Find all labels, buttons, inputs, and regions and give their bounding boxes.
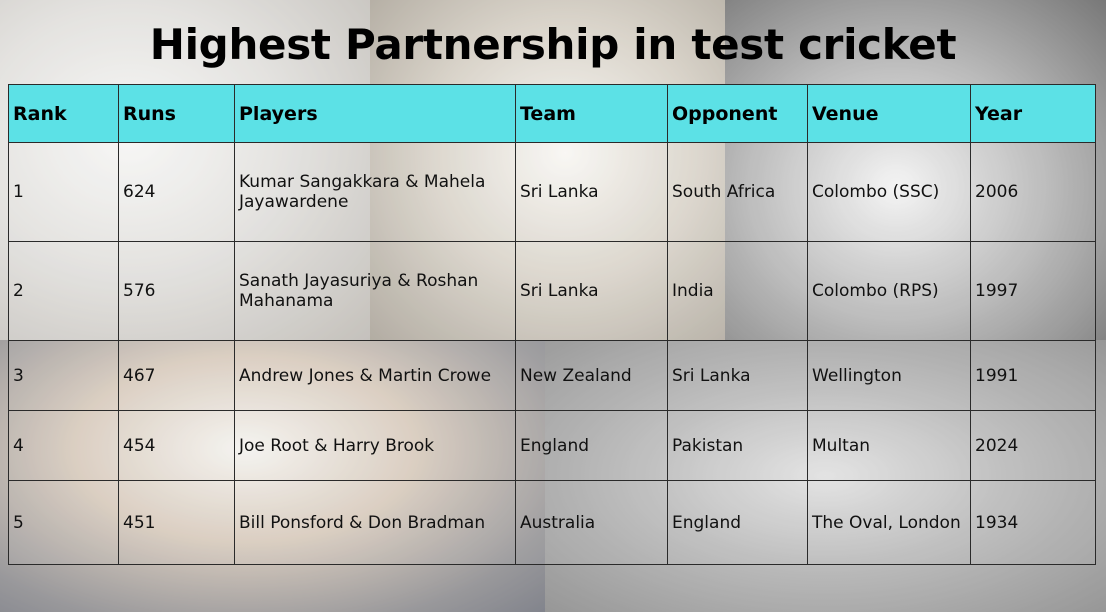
table-row: 2 576 Sanath Jayasuriya & Roshan Mahanam… <box>8 241 1096 341</box>
cell-rank: 3 <box>8 340 119 411</box>
cell-team: Sri Lanka <box>515 241 668 341</box>
cell-runs: 467 <box>118 340 235 411</box>
cell-runs: 576 <box>118 241 235 341</box>
cell-players: Bill Ponsford & Don Bradman <box>234 480 516 565</box>
cell-venue: Colombo (RPS) <box>807 241 971 341</box>
cell-runs: 451 <box>118 480 235 565</box>
page-title: Highest Partnership in test cricket <box>149 20 957 69</box>
cell-year: 1934 <box>970 480 1096 565</box>
column-header-team: Team <box>515 84 668 143</box>
column-header-year: Year <box>970 84 1096 143</box>
cell-rank: 1 <box>8 142 119 242</box>
cell-year: 1991 <box>970 340 1096 411</box>
cell-venue: Wellington <box>807 340 971 411</box>
cell-runs: 624 <box>118 142 235 242</box>
cell-year: 2006 <box>970 142 1096 242</box>
cell-team: New Zealand <box>515 340 668 411</box>
cell-opponent: Pakistan <box>667 410 808 481</box>
cell-players: Joe Root & Harry Brook <box>234 410 516 481</box>
cell-year: 1997 <box>970 241 1096 341</box>
cell-opponent: South Africa <box>667 142 808 242</box>
cell-runs: 454 <box>118 410 235 481</box>
cell-team: England <box>515 410 668 481</box>
cell-rank: 4 <box>8 410 119 481</box>
cell-year: 2024 <box>970 410 1096 481</box>
table-row: 5 451 Bill Ponsford & Don Bradman Austra… <box>8 480 1096 565</box>
table-header-row: Rank Runs Players Team Opponent Venue Ye… <box>8 84 1096 143</box>
column-header-players: Players <box>234 84 516 143</box>
cell-opponent: India <box>667 241 808 341</box>
cell-opponent: England <box>667 480 808 565</box>
table-row: 4 454 Joe Root & Harry Brook England Pak… <box>8 410 1096 481</box>
cell-team: Australia <box>515 480 668 565</box>
table-row: 1 624 Kumar Sangakkara & Mahela Jayaward… <box>8 142 1096 242</box>
cell-players: Andrew Jones & Martin Crowe <box>234 340 516 411</box>
cell-venue: Colombo (SSC) <box>807 142 971 242</box>
table-row: 3 467 Andrew Jones & Martin Crowe New Ze… <box>8 340 1096 411</box>
cell-venue: The Oval, London <box>807 480 971 565</box>
cell-rank: 2 <box>8 241 119 341</box>
column-header-venue: Venue <box>807 84 971 143</box>
cell-team: Sri Lanka <box>515 142 668 242</box>
cell-players: Sanath Jayasuriya & Roshan Mahanama <box>234 241 516 341</box>
cell-rank: 5 <box>8 480 119 565</box>
cell-venue: Multan <box>807 410 971 481</box>
column-header-opponent: Opponent <box>667 84 808 143</box>
column-header-rank: Rank <box>8 84 119 143</box>
partnership-table: Rank Runs Players Team Opponent Venue Ye… <box>8 84 1096 565</box>
cell-players: Kumar Sangakkara & Mahela Jayawardene <box>234 142 516 242</box>
cell-opponent: Sri Lanka <box>667 340 808 411</box>
column-header-runs: Runs <box>118 84 235 143</box>
